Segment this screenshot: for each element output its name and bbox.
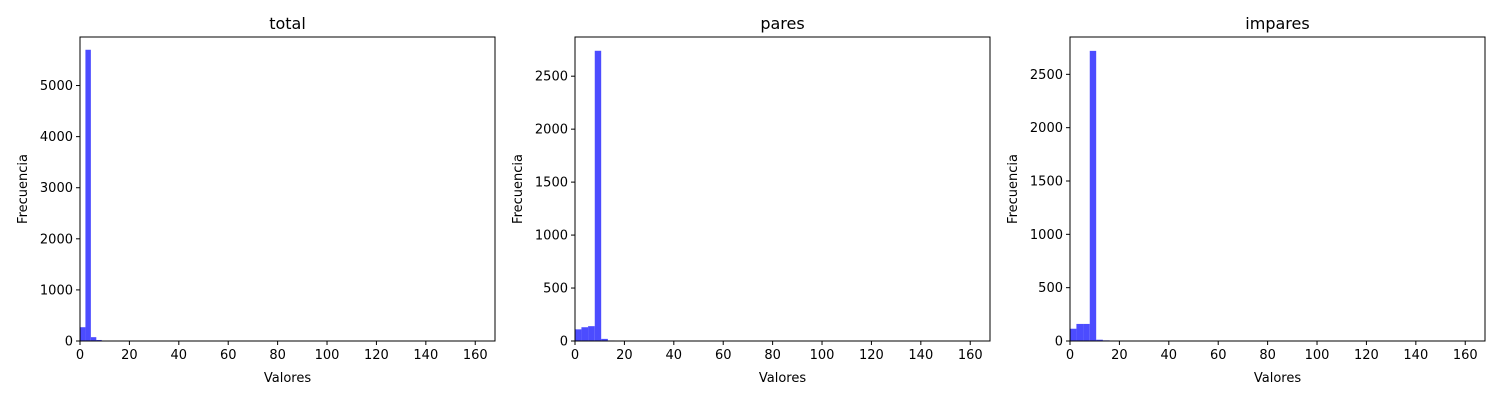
y-tick-label: 1000 [40,283,73,298]
histogram-bar [1083,323,1090,341]
panel-title: total [269,14,306,33]
histogram-bar [80,327,86,341]
y-axis-ticks: 0 500 1000 1500 2000 2500 [535,70,575,350]
histogram-bar [581,327,589,341]
x-tick-label: 80 [269,348,286,363]
panel-title: impares [1245,14,1309,33]
x-tick-label: 20 [121,348,138,363]
histogram-bar [1089,50,1097,342]
histogram-bar [575,329,582,341]
x-axis-label: Valores [759,371,806,386]
x-tick-label: 140 [413,348,438,363]
x-tick-label: 100 [810,348,835,363]
y-axis-label: Frecuencia [16,154,31,224]
x-axis-label: Valores [264,371,311,386]
plot-frame [79,36,496,342]
histogram-bar [96,339,102,341]
y-tick-label: 2000 [535,123,568,138]
y-tick-label: 2500 [1030,68,1063,83]
x-tick-label: 60 [220,348,237,363]
y-tick-label: 500 [1038,281,1063,296]
x-tick-label: 40 [171,348,188,363]
bar-group [80,49,108,342]
y-axis-ticks: 0 500 1000 1500 2000 2500 [1030,68,1070,350]
x-tick-label: 100 [1305,348,1330,363]
y-tick-label: 5000 [40,79,73,94]
histogram-bar [588,326,595,341]
y-tick-label: 0 [1055,335,1063,350]
y-axis-label: Frecuencia [1006,154,1021,224]
y-tick-label: 2000 [40,232,73,247]
histogram-bar [1070,328,1077,341]
x-axis-ticks: 0 20 40 60 80 100 120 140 160 [1066,341,1478,363]
x-tick-label: 0 [571,348,579,363]
y-tick-label: 0 [560,335,568,350]
bar-group [575,50,615,342]
x-tick-label: 120 [859,348,884,363]
histogram-bar [1096,339,1103,341]
x-axis-label: Valores [1254,371,1301,386]
y-tick-label: 1000 [535,229,568,244]
y-tick-label: 4000 [40,130,73,145]
y-tick-label: 1500 [1030,175,1063,190]
y-axis-ticks: 0 1000 2000 3000 4000 5000 [40,79,80,350]
x-tick-label: 160 [958,348,983,363]
x-tick-label: 160 [463,348,488,363]
x-tick-label: 120 [364,348,389,363]
panel-pares: pares Valores Frecuencia 0 20 40 60 80 100 120… [511,14,991,386]
y-tick-label: 2500 [535,70,568,85]
x-tick-label: 140 [1403,348,1428,363]
x-tick-label: 80 [764,348,781,363]
histogram-bar [1076,323,1084,341]
y-tick-label: 1500 [535,176,568,191]
plot-frame [574,36,991,342]
y-tick-label: 500 [543,282,568,297]
histogram-bar [601,338,608,341]
x-tick-label: 20 [616,348,633,363]
y-tick-label: 3000 [40,181,73,196]
x-tick-label: 80 [1259,348,1276,363]
plot-frame [1069,36,1486,342]
x-tick-label: 0 [76,348,84,363]
x-tick-label: 120 [1354,348,1379,363]
histogram-bar [90,337,97,341]
histogram-bar [85,49,91,342]
x-axis-ticks: 0 20 40 60 80 100 120 140 160 [76,341,488,363]
x-tick-label: 0 [1066,348,1074,363]
x-tick-label: 160 [1453,348,1478,363]
x-axis-ticks: 0 20 40 60 80 100 120 140 160 [571,341,983,363]
y-tick-label: 1000 [1030,228,1063,243]
panel-title: pares [760,14,804,33]
y-tick-label: 0 [65,335,73,350]
x-tick-label: 20 [1111,348,1128,363]
x-tick-label: 100 [315,348,340,363]
y-axis-label: Frecuencia [511,154,526,224]
x-tick-label: 140 [908,348,933,363]
histogram-bar [594,50,602,342]
panel-impares: impares Valores Frecuencia 0 20 40 60 80 100 1… [1006,14,1486,386]
bar-group [1070,50,1116,342]
panel-total: total Valores Frecuencia 0 20 40 60 80 100 120… [16,14,496,386]
y-tick-label: 2000 [1030,121,1063,136]
x-tick-label: 40 [666,348,683,363]
x-tick-label: 60 [715,348,732,363]
x-tick-label: 40 [1161,348,1178,363]
x-tick-label: 60 [1210,348,1227,363]
